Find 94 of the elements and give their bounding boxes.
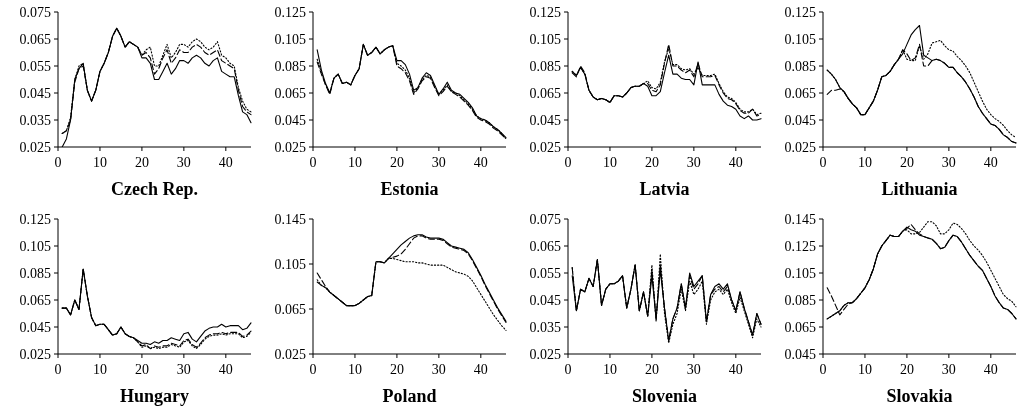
x-tick-label: 0 bbox=[54, 155, 62, 170]
x-tick-label: 30 bbox=[686, 155, 701, 170]
x-tick-label: 30 bbox=[686, 362, 701, 377]
y-tick-label: 0.105 bbox=[529, 31, 561, 47]
y-tick-label: 0.045 bbox=[784, 112, 816, 128]
x-tick-label: 0 bbox=[564, 155, 572, 170]
x-tick-label: 30 bbox=[941, 155, 956, 170]
y-tick-label: 0.055 bbox=[19, 58, 51, 74]
text: Latvia bbox=[639, 179, 690, 199]
x-tick-label: 30 bbox=[431, 155, 446, 170]
x-tick-label: 30 bbox=[431, 362, 446, 377]
y-tick-label: 0.065 bbox=[784, 319, 816, 335]
y-tick-label: 0.065 bbox=[274, 85, 306, 101]
y-tick-label: 0.075 bbox=[19, 4, 51, 20]
x-tick-label: 40 bbox=[728, 155, 743, 170]
y-tick-label: 0.105 bbox=[274, 31, 306, 47]
y-tick-label: 0.065 bbox=[19, 292, 51, 308]
x-tick-label: 40 bbox=[218, 362, 233, 377]
y-tick-label: 0.045 bbox=[274, 112, 306, 128]
y-tick-label: 0.085 bbox=[529, 58, 561, 74]
y-tick-label: 0.045 bbox=[19, 319, 51, 335]
x-tick-label: 30 bbox=[176, 155, 191, 170]
y-tick-label: 0.045 bbox=[529, 292, 561, 308]
x-tick-label: 30 bbox=[941, 362, 956, 377]
x-tick-label: 40 bbox=[218, 155, 233, 170]
y-tick-label: 0.065 bbox=[529, 238, 561, 254]
y-tick-label: 0.025 bbox=[529, 139, 561, 155]
y-tick-label: 0.025 bbox=[19, 139, 51, 155]
y-tick-label: 0.065 bbox=[529, 85, 561, 101]
x-tick-label: 40 bbox=[983, 362, 998, 377]
x-tick-label: 0 bbox=[309, 362, 317, 377]
text: Poland bbox=[382, 386, 437, 406]
y-tick-label: 0.045 bbox=[529, 112, 561, 128]
y-tick-label: 0.045 bbox=[784, 346, 816, 362]
x-tick-label: 20 bbox=[134, 362, 149, 377]
y-tick-label: 0.025 bbox=[274, 139, 306, 155]
y-tick-label: 0.035 bbox=[19, 112, 51, 128]
y-tick-label: 0.035 bbox=[529, 319, 561, 335]
x-tick-label: 10 bbox=[347, 155, 362, 170]
x-tick-label: 10 bbox=[857, 155, 872, 170]
x-tick-label: 10 bbox=[92, 362, 107, 377]
y-tick-label: 0.105 bbox=[19, 238, 51, 254]
y-tick-label: 0.085 bbox=[784, 292, 816, 308]
y-tick-label: 0.075 bbox=[529, 211, 561, 227]
text: Slovenia bbox=[631, 386, 698, 406]
y-tick-label: 0.025 bbox=[274, 346, 306, 362]
text: Estonia bbox=[380, 179, 439, 199]
x-tick-label: 20 bbox=[134, 155, 149, 170]
x-tick-label: 20 bbox=[899, 155, 914, 170]
x-tick-label: 40 bbox=[983, 155, 998, 170]
x-tick-label: 0 bbox=[564, 362, 572, 377]
x-tick-label: 30 bbox=[176, 362, 191, 377]
y-tick-label: 0.125 bbox=[784, 238, 816, 254]
x-tick-label: 20 bbox=[899, 362, 914, 377]
x-tick-label: 40 bbox=[473, 362, 488, 377]
x-tick-label: 20 bbox=[644, 362, 659, 377]
y-tick-label: 0.025 bbox=[19, 346, 51, 362]
y-tick-label: 0.125 bbox=[19, 211, 51, 227]
x-tick-label: 10 bbox=[92, 155, 107, 170]
x-tick-label: 20 bbox=[389, 362, 404, 377]
y-tick-label: 0.125 bbox=[274, 4, 306, 20]
x-tick-label: 10 bbox=[857, 362, 872, 377]
y-tick-label: 0.125 bbox=[784, 4, 816, 20]
y-tick-label: 0.105 bbox=[784, 31, 816, 47]
x-tick-label: 20 bbox=[389, 155, 404, 170]
x-tick-label: 0 bbox=[54, 362, 62, 377]
y-tick-label: 0.145 bbox=[784, 211, 816, 227]
text: Slovakia bbox=[886, 386, 953, 406]
y-tick-label: 0.055 bbox=[529, 265, 561, 281]
text: Lithuania bbox=[881, 179, 958, 199]
x-tick-label: 40 bbox=[728, 362, 743, 377]
y-tick-label: 0.125 bbox=[529, 4, 561, 20]
x-tick-label: 0 bbox=[819, 155, 827, 170]
y-tick-label: 0.105 bbox=[784, 265, 816, 281]
y-tick-label: 0.145 bbox=[274, 211, 306, 227]
x-tick-label: 10 bbox=[347, 362, 362, 377]
text: Czech Rep. bbox=[111, 179, 198, 199]
y-tick-label: 0.085 bbox=[19, 265, 51, 281]
y-tick-label: 0.025 bbox=[784, 139, 816, 155]
y-tick-label: 0.025 bbox=[529, 346, 561, 362]
x-tick-label: 10 bbox=[602, 155, 617, 170]
y-tick-label: 0.065 bbox=[274, 301, 306, 317]
y-tick-label: 0.045 bbox=[19, 85, 51, 101]
y-tick-label: 0.085 bbox=[274, 58, 306, 74]
text: Hungary bbox=[119, 386, 190, 406]
y-tick-label: 0.065 bbox=[784, 85, 816, 101]
y-tick-label: 0.085 bbox=[784, 58, 816, 74]
x-tick-label: 0 bbox=[309, 155, 317, 170]
x-tick-label: 10 bbox=[602, 362, 617, 377]
y-tick-label: 0.105 bbox=[274, 256, 306, 272]
x-tick-label: 20 bbox=[644, 155, 659, 170]
x-tick-label: 0 bbox=[819, 362, 827, 377]
x-tick-label: 40 bbox=[473, 155, 488, 170]
y-tick-label: 0.065 bbox=[19, 31, 51, 47]
